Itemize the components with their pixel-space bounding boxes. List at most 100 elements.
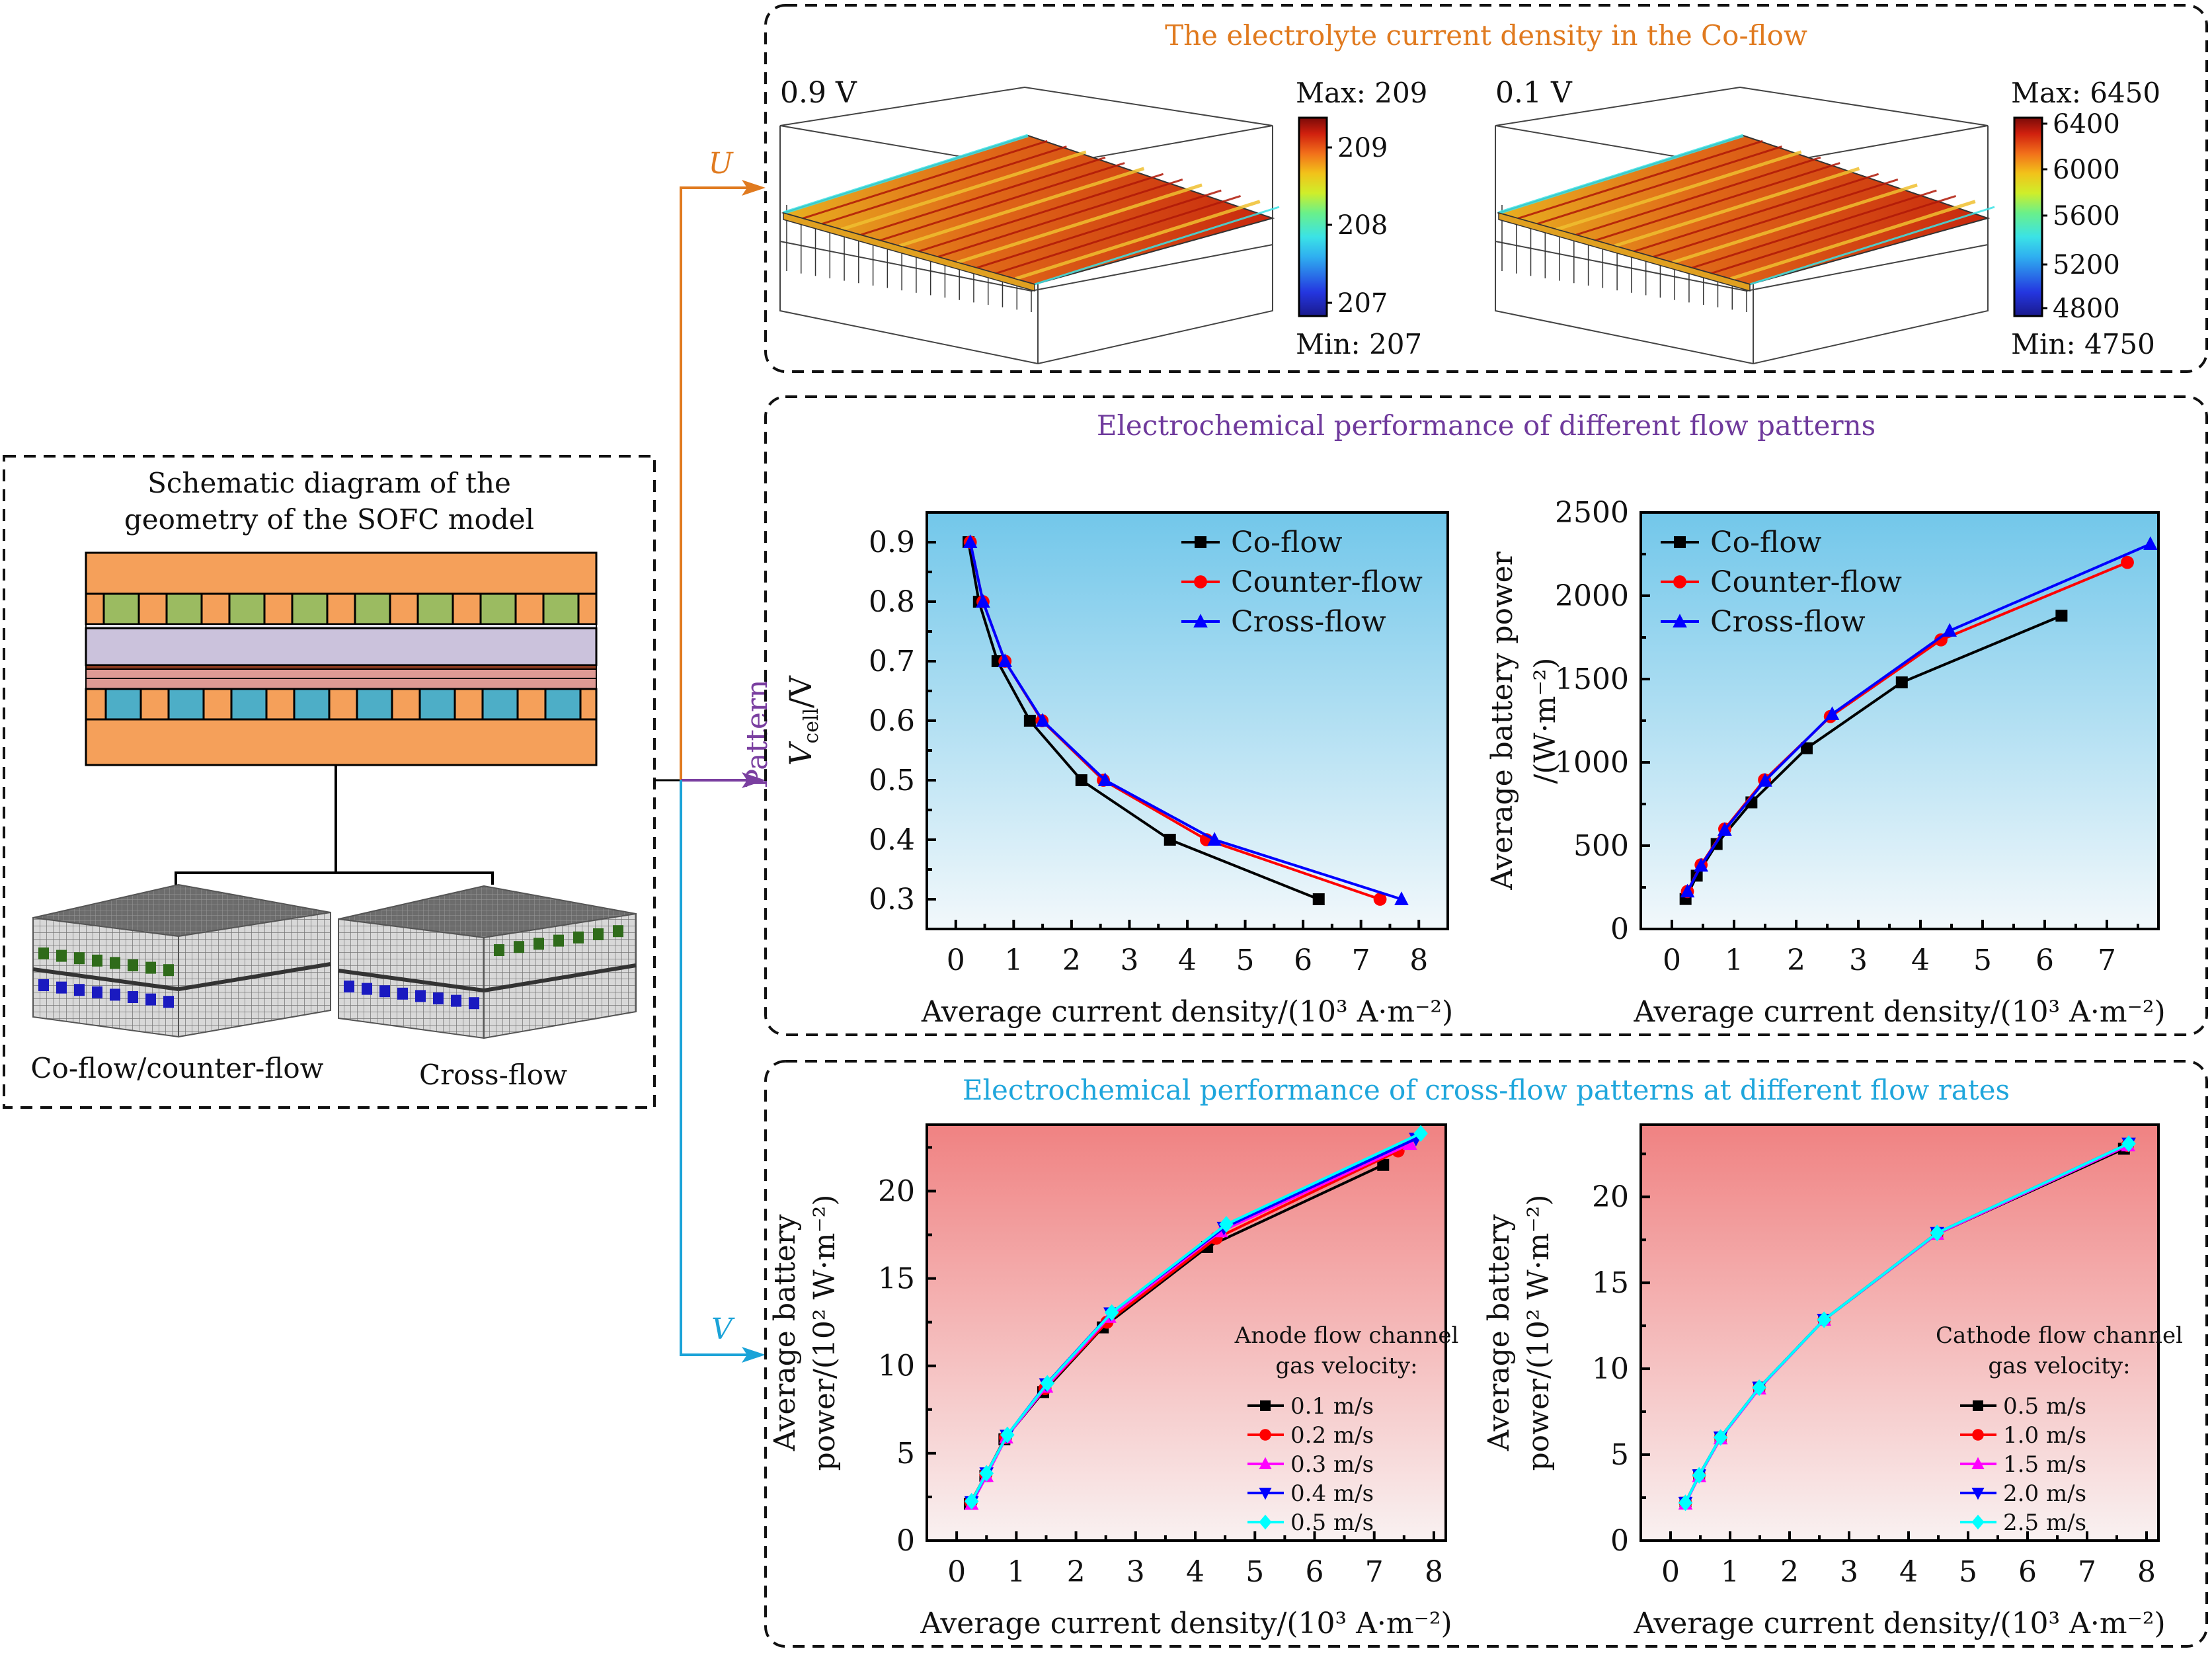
marker-triangle-up: [1942, 623, 1957, 637]
cathode-layer: [85, 668, 597, 679]
air-channel: [293, 688, 331, 721]
schematic-title-line1: Schematic diagram of the: [147, 467, 511, 499]
y-tick-label: 5: [1610, 1438, 1629, 1472]
legend-label: 0.5 m/s: [1290, 1510, 1374, 1536]
marker-diamond: [1930, 1225, 1944, 1242]
air-channel-cell: [38, 979, 49, 991]
membrane-line: [178, 962, 331, 991]
surface-edge: [783, 212, 1035, 292]
fuel-channel: [228, 592, 266, 625]
current-stripe: [783, 134, 1029, 215]
air-channel-cell: [110, 988, 120, 1001]
current-stripe: [957, 183, 1203, 264]
marker-square: [1312, 893, 1325, 905]
current-stripe: [1537, 145, 1782, 225]
x-tick-label: 7: [2078, 1555, 2096, 1589]
current-stripe: [822, 145, 1067, 225]
marker-triangle-up: [1035, 713, 1050, 727]
x-tick-label: 4: [1899, 1555, 1918, 1589]
legend-label: Cross-flow: [1231, 605, 1386, 639]
fuel-channel-cell: [494, 944, 504, 956]
membrane-line: [32, 967, 179, 991]
current-stripe: [1517, 140, 1763, 220]
colorbar-tick-label: 6400: [2053, 109, 2120, 140]
colorbar-tick-label: 6000: [2053, 155, 2120, 185]
air-channel: [481, 688, 519, 721]
bottom-panel-border: [764, 1060, 2208, 1648]
marker-triangle-up: [1758, 773, 1772, 787]
y-tick-label: 0.8: [869, 585, 915, 619]
air-channel-cell: [74, 984, 85, 996]
marker-diamond: [1413, 1125, 1428, 1142]
flow-arrows: U Pattern V: [654, 147, 774, 1363]
chart-power-vs-current: 0 1 2 3 4 5 6 7 0 500 1000 1500 2000 2500 Average curr…: [1485, 496, 2166, 1029]
x-tick-label: 5: [1245, 1555, 1264, 1589]
marker-diamond: [1104, 1304, 1119, 1321]
flow-rate-panel: Electrochemical performance of cross-flo…: [764, 1060, 2208, 1648]
legend-label: 0.3 m/s: [1290, 1451, 1374, 1478]
current-stripe: [1634, 173, 1879, 253]
legend-title-line1: Cathode flow channel: [1936, 1322, 2183, 1349]
current-stripe: [1034, 206, 1280, 286]
colorbar-tick-label: 208: [1337, 210, 1388, 241]
flow-pattern-panel: Electrochemical performance of different…: [764, 395, 2208, 1036]
fuel-channel: [165, 592, 203, 625]
schematic-panel: Schematic diagram of the geometry of the…: [3, 455, 656, 1109]
x-tick-label: 6: [1294, 944, 1312, 977]
marker-triangle-up: [1971, 1457, 1985, 1469]
y-tick-label: 0.3: [869, 883, 915, 916]
colorbar-tick-label: 5600: [2053, 201, 2120, 231]
air-channel-cell: [92, 986, 102, 998]
y-tick-label: 1500: [1555, 663, 1629, 696]
marker-diamond: [1040, 1375, 1055, 1392]
current-stripe: [1653, 179, 1899, 258]
marker-diamond: [1000, 1426, 1015, 1443]
air-channel-cell: [415, 990, 426, 1002]
current-stripe: [840, 150, 1087, 231]
marker-diamond: [964, 1492, 979, 1510]
marker-triangle-up: [2143, 536, 2158, 550]
air-channel-cell: [362, 983, 372, 995]
air-channel: [230, 688, 268, 721]
marker-diamond: [1678, 1494, 1693, 1512]
x-tick-label: 5: [1959, 1555, 1977, 1589]
voltage-label: 0.1 V: [1495, 76, 1573, 110]
marker-diamond: [1259, 1514, 1272, 1530]
marker-square: [1164, 834, 1176, 846]
fuel-channel-cell: [613, 925, 623, 938]
x-tick-label: 4: [1911, 944, 1930, 977]
legend-label: Co-flow: [1231, 526, 1343, 559]
y-tick-label: 1000: [1555, 746, 1629, 780]
marker-triangle-up: [1718, 822, 1732, 836]
x-tick-label: 6: [2035, 944, 2054, 977]
air-channel-cell: [163, 996, 174, 1008]
current-stripe: [1498, 134, 1744, 215]
marker-diamond: [1752, 1379, 1766, 1396]
x-tick-label: 8: [1409, 944, 1428, 977]
fuel-channel-cell: [92, 954, 102, 967]
current-stripe: [1730, 200, 1976, 281]
current-stripe: [976, 189, 1222, 269]
marker-triangle-up: [1394, 891, 1409, 905]
chart-voltage-vs-current: 0 1 2 3 4 5 6 7 8 0.3 0.4 0.5 0.6 0.7 0.8 0.9 Average cu…: [783, 511, 1453, 1029]
y-tick-label: 20: [1592, 1180, 1629, 1214]
air-channel-cell: [145, 993, 156, 1006]
schematic-title-line2: geometry of the SOFC model: [124, 503, 534, 536]
y-tick-label: 0.5: [869, 764, 915, 797]
x-tick-label: 2: [1780, 1555, 1799, 1589]
x-tick-label: 3: [1849, 944, 1868, 977]
x-tick-label: 5: [1973, 944, 1992, 977]
air-channel-cell: [469, 997, 479, 1010]
current-stripe: [996, 194, 1241, 274]
cathode-gdl: [85, 678, 597, 690]
air-channel-cell: [379, 985, 390, 998]
fuel-channel-cell: [533, 938, 544, 950]
v-arrow-line: [680, 780, 757, 1356]
marker-triangle-down: [1259, 1488, 1272, 1500]
plot-frame: [1639, 1123, 2160, 1542]
current-stripe: [918, 173, 1164, 253]
y-axis-label-line2: power/(10² W·m⁻²): [808, 1195, 842, 1471]
air-channel-cell: [56, 981, 67, 994]
